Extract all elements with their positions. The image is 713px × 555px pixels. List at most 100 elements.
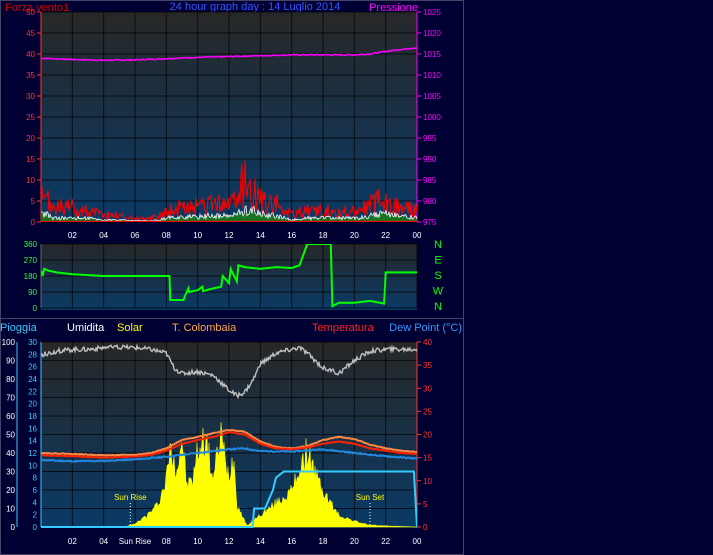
temperature-title: Temperatura — [312, 322, 375, 334]
direction-tick-label: 0 — [33, 304, 38, 313]
wind-tick-label: 0 — [31, 218, 36, 227]
time-tick-label: 02 — [68, 537, 77, 546]
humidity-tick-label: 90 — [6, 357, 15, 366]
rain-line — [41, 470, 417, 528]
rain-tick-label: 28 — [28, 350, 37, 359]
time-tick-label: 14 — [256, 537, 265, 546]
temperature-tick-label: 20 — [423, 431, 432, 440]
sun-annotations: Sun Rise Sun Set — [114, 493, 385, 527]
wind-marks — [41, 47, 417, 222]
direction-tick-label: 90 — [28, 288, 37, 297]
wind-axis: 0 5 10 15 20 25 30 35 40 45 50 — [26, 8, 42, 227]
time-tick-label: 04 — [99, 231, 108, 240]
wind-tick-label: 40 — [26, 50, 35, 59]
humidity-tick-label: 10 — [6, 505, 15, 514]
time-tick-label: 12 — [225, 537, 234, 546]
dewpoint-title: Dew Point (°C) — [389, 322, 462, 334]
pressure-tick-label: 980 — [423, 197, 437, 206]
chart-title: 24 hour graph day : 14 Luglio 2014 — [170, 1, 341, 13]
compass-label: S — [434, 270, 441, 282]
humidity-tick-label: 20 — [6, 486, 15, 495]
wind-tick-label: 35 — [26, 71, 35, 80]
humidity-tick-label: 70 — [6, 394, 15, 403]
direction-axis: 0 90 180 270 360 — [24, 240, 42, 313]
compass-label: E — [434, 255, 441, 267]
compass-label: W — [433, 286, 444, 298]
wind-gust-line — [41, 160, 417, 222]
colombaia-title: T. Colombaia — [172, 322, 237, 334]
time-tick-label: 02 — [68, 231, 77, 240]
time-tick-label: Sun Rise — [119, 537, 152, 546]
time-tick-label: 22 — [381, 537, 390, 546]
humidity-title: Umidita — [67, 322, 105, 334]
humidity-tick-label: 30 — [6, 468, 15, 477]
temperature-tick-label: 35 — [423, 361, 432, 370]
humidity-tick-label: 50 — [6, 431, 15, 440]
humidity-tick-label: 80 — [6, 375, 15, 384]
time-tick-label: 06 — [131, 231, 140, 240]
humidity-line — [41, 343, 417, 400]
rain-tick-label: 16 — [28, 424, 37, 433]
wind-tick-label: 30 — [26, 92, 35, 101]
rain-tick-label: 26 — [28, 363, 37, 372]
pressure-tick-label: 1020 — [423, 29, 441, 38]
time-tick-label: 10 — [193, 537, 202, 546]
compass-label: N — [434, 239, 442, 251]
temperature-tick-label: 0 — [423, 523, 428, 532]
humidity-tick-label: 0 — [11, 523, 16, 532]
time-tick-label: 20 — [350, 537, 359, 546]
temperature-tick-label: 10 — [423, 477, 432, 486]
pressure-tick-label: 985 — [423, 176, 437, 185]
sun-set-label: Sun Set — [356, 493, 385, 502]
time-tick-label: 10 — [193, 231, 202, 240]
pressure-tick-label: 1025 — [423, 8, 441, 17]
wind-low-area — [41, 207, 417, 222]
pressure-axis: 975 980 985 990 995 1000 1005 1010 1015 1020 1025 — [416, 8, 441, 227]
pressure-tick-label: 1015 — [423, 50, 441, 59]
temperature-tick-label: 30 — [423, 384, 432, 393]
pressure-tick-label: 990 — [423, 155, 437, 164]
rain-tick-label: 4 — [33, 498, 38, 507]
temperature-line — [41, 431, 417, 459]
sun-rise-label: Sun Rise — [114, 493, 147, 502]
colombaia-line — [41, 429, 417, 457]
rain-tick-label: 10 — [28, 461, 37, 470]
direction-tick-label: 180 — [24, 272, 38, 281]
time-tick-label: 16 — [287, 231, 296, 240]
direction-marks — [41, 244, 417, 308]
temperature-tick-label: 25 — [423, 407, 432, 416]
pressure-tick-label: 1000 — [423, 113, 441, 122]
time-tick-label: 08 — [162, 231, 171, 240]
humidity-tick-label: 40 — [6, 449, 15, 458]
rain-tick-label: 12 — [28, 449, 37, 458]
rain-tick-label: 22 — [28, 387, 37, 396]
time-tick-label: 00 — [413, 537, 422, 546]
time-tick-label: 04 — [99, 537, 108, 546]
temperature-tick-label: 40 — [423, 338, 432, 347]
solar-title: Solar — [117, 322, 143, 334]
time-tick-label: 16 — [287, 537, 296, 546]
wind-tick-label: 5 — [31, 197, 36, 206]
wind-grid — [41, 11, 418, 223]
bottom-time-axis: 02 04 Sun Rise 08 10 12 14 16 18 20 22 00 — [68, 537, 422, 546]
rain-tick-label: 2 — [33, 511, 38, 520]
rain-tick-label: 30 — [28, 338, 37, 347]
temperature-tick-label: 15 — [423, 454, 432, 463]
time-tick-label: 18 — [319, 231, 328, 240]
direction-tick-label: 360 — [24, 240, 38, 249]
rain-tick-label: 0 — [33, 523, 38, 532]
top-time-axis: 02 04 06 08 10 12 14 16 18 20 22 00 — [68, 231, 422, 240]
temp-grid — [41, 341, 418, 528]
time-tick-label: 12 — [225, 231, 234, 240]
time-tick-label: 14 — [256, 231, 265, 240]
wind-tick-label: 20 — [26, 134, 35, 143]
rain-tick-label: 14 — [28, 437, 37, 446]
time-tick-label: 08 — [162, 537, 171, 546]
time-tick-label: 20 — [350, 231, 359, 240]
time-tick-label: 00 — [413, 231, 422, 240]
